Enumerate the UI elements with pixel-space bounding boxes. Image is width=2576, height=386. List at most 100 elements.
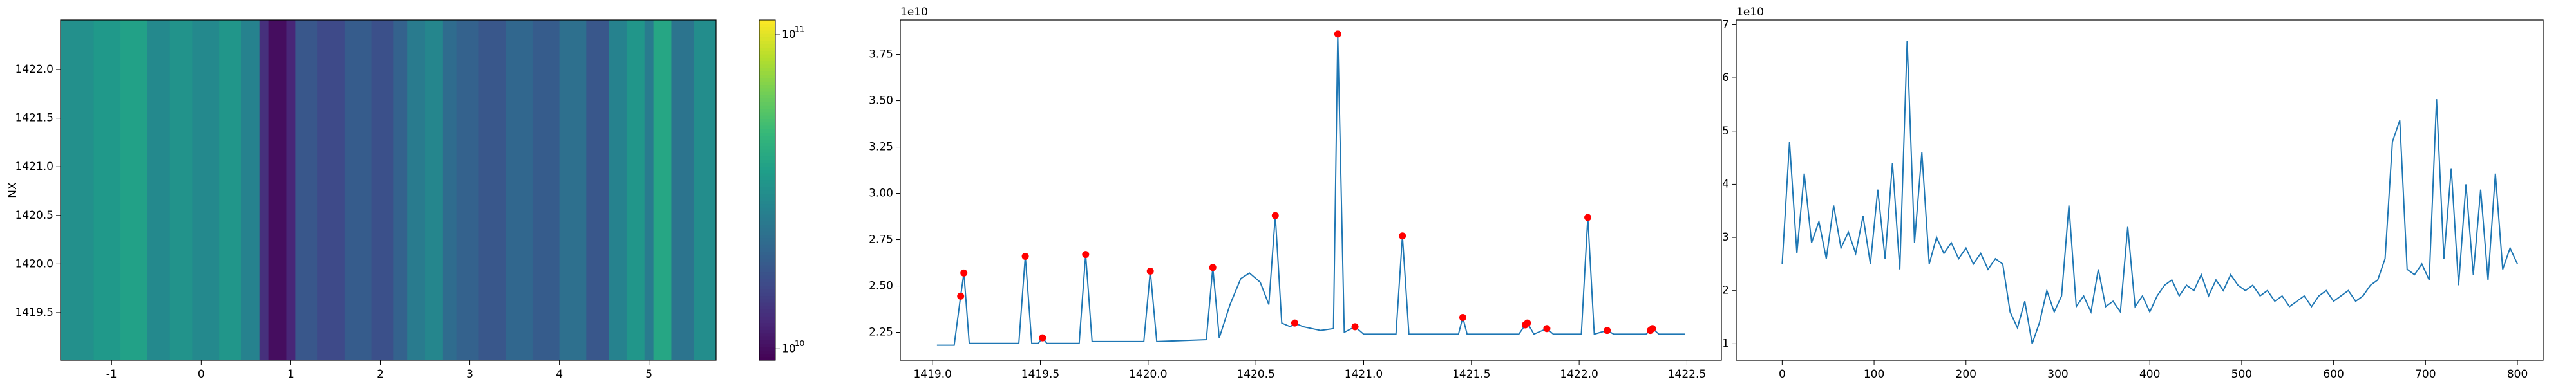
offset-label: 1e10 [900,6,928,19]
y-tick-label: 7 [1722,18,1729,31]
colorbar-step [759,179,775,184]
colorbar-step [759,288,775,293]
colorbar-step [759,77,775,82]
colorbar-step [759,87,775,92]
peak-marker [1146,267,1154,275]
heatmap-cell [506,20,533,360]
peak-marker [1584,214,1592,221]
peak-marker [1604,327,1611,335]
x-tick-label: 200 [1956,368,1976,381]
peak-marker [1334,30,1341,38]
colorbar-step [759,139,775,143]
peak-marker [1039,334,1046,342]
colorbar-step [759,224,775,228]
peak-marker [1524,319,1531,327]
colorbar-step [759,237,775,242]
heatmap-cell [192,20,220,360]
heatmap-cell [120,20,148,360]
axes-frame [1736,19,2544,361]
colorbar-frame [759,19,776,361]
colorbar-step [759,248,775,252]
peak-marker [1271,212,1279,219]
plot-area [61,20,716,360]
colorbar-step [759,316,775,320]
colorbar-step [759,309,775,313]
heatmap-cell [425,20,444,360]
colorbar-step [759,275,775,279]
x-tick-label: 1 [287,368,294,381]
peak-marker [1209,264,1217,271]
colorbar-step [759,261,775,266]
heatmap-cell [268,20,287,360]
colorbar-step [759,234,775,239]
colorbar-step [759,258,775,262]
colorbar-step [759,353,775,358]
heatmap-cell [61,20,94,360]
y-tick-label: 1419.5 [15,306,53,319]
x-tick-label: 1421.0 [1345,368,1383,381]
heatmap-cell [219,20,242,360]
colorbar-step [759,105,775,109]
colorbar-step [759,200,775,205]
heatmap-cell [694,20,716,360]
peak-marker [1649,325,1656,333]
colorbar-step [759,255,775,259]
colorbar-step [759,37,775,41]
x-tick-label: 500 [2231,368,2252,381]
colorbar-step [759,187,775,191]
colorbar-step [759,326,775,330]
line [936,33,1685,346]
heatmap-cell [169,20,193,360]
colorbar-step [759,244,775,249]
peak-marker [1021,252,1029,260]
colorbar-step [759,340,775,344]
colorbar-tick-label: 10 [782,342,796,355]
colorbar-step [759,282,775,286]
colorbar-step [759,122,775,126]
colorbar-step [759,173,775,177]
colorbar-step [759,166,775,170]
x-tick-label: 1421.5 [1452,368,1490,381]
colorbar-step [759,111,775,116]
colorbar-step [759,40,775,44]
axes-frame [60,19,717,361]
colorbar-step [759,26,775,31]
y-tick-label: 1420.0 [15,257,53,270]
colorbar-step [759,193,775,198]
y-tick-label: 3.50 [869,95,893,107]
colorbar-step [759,74,775,78]
colorbar-step [759,197,775,201]
x-tick-label: 600 [2323,368,2344,381]
colorbar-step [759,350,775,354]
x-tick-label: 1419.0 [913,368,951,381]
y-tick-label: 4 [1722,178,1729,190]
colorbar-step [759,118,775,123]
colorbar-step [759,57,775,62]
y-tick-label: 6 [1722,71,1729,84]
y-tick-label: 2.25 [869,326,893,339]
colorbar-step [759,95,775,99]
colorbar-step [759,268,775,273]
colorbar-step [759,356,775,361]
x-tick-label: 5 [645,368,652,381]
colorbar-step [759,322,775,327]
colorbar-step [759,292,775,297]
colorbar-step [759,329,775,334]
peak-marker [1351,323,1359,331]
heatmap-cell [609,20,627,360]
heatmap-cell [295,20,318,360]
heatmap-cell [626,20,645,360]
colorbar-step [759,295,775,300]
x-tick-label: 3 [466,368,473,381]
heatmap-cell [653,20,672,360]
colorbar-step [759,20,775,24]
colorbar-step [759,108,775,113]
colorbar-step [759,125,775,129]
x-tick-label: 1420.5 [1236,368,1274,381]
colorbar-step [759,68,775,71]
colorbar-step [759,44,775,48]
y-tick-label: 1421.5 [15,112,53,125]
colorbar-step [759,221,775,225]
colorbar-step [759,81,775,86]
colorbar-tick-exponent: 10 [795,339,804,348]
